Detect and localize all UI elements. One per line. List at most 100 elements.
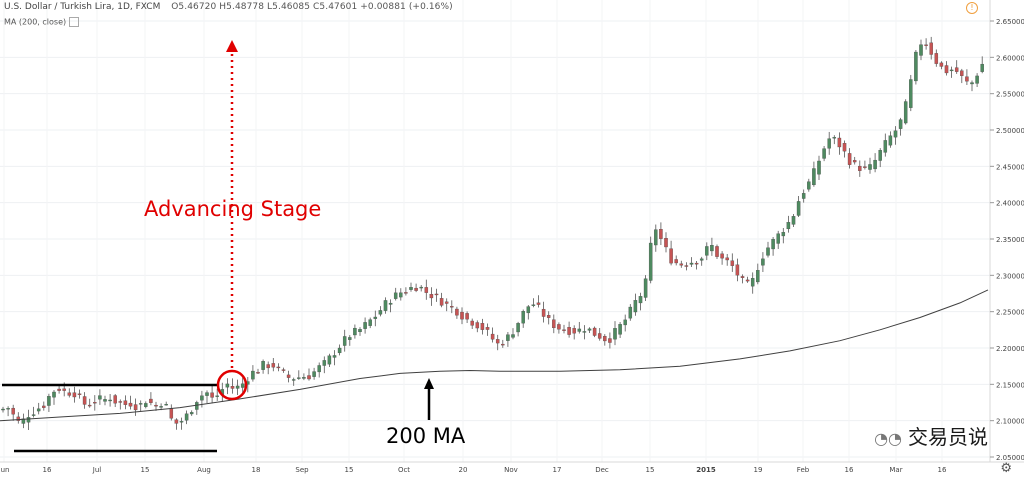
candle-up [36,408,41,412]
indicator-settings-icon[interactable] [69,17,80,27]
candle-down [266,364,270,369]
x-tick-label: 2015 [696,466,716,474]
x-tick-label: 15 [646,466,655,474]
candle-up [526,306,531,314]
time-axis: Jun 16 Jul 15 Aug 18 Sep 15 Oct 20 Nov 17 Dec 15 2015 1… [0,466,947,474]
candle-up [771,239,775,250]
candle-up [215,395,219,397]
candle-down [536,302,541,305]
candle-up [409,287,413,290]
candle-down [128,402,133,407]
candle-down [924,44,928,46]
x-tick-label: 16 [845,466,854,474]
candle-down [460,311,464,320]
candle-up [791,216,796,225]
candle-down [62,388,66,391]
settings-gear-icon[interactable]: ⚙ [1000,461,1012,476]
candle-down [735,264,740,276]
candle-up [205,392,209,396]
candle-down [93,402,97,404]
symbol-title: U.S. Dollar / Turkish Lira, 1D, FXCM [4,2,161,12]
candle-up [817,160,821,175]
candle-up [883,140,888,153]
alert-icon[interactable]: ! [966,2,978,14]
candle-up [164,403,168,406]
candle-up [312,371,316,377]
candle-up [337,347,342,354]
candle-down [837,137,842,148]
candle-up [710,245,714,252]
wechat-icon: ◔◔ [874,429,902,448]
candle-up [807,181,811,190]
candle-down [87,404,92,407]
candle-up [506,334,510,341]
candle-down [480,323,485,330]
y-tick-label: 2.30000 [996,272,1024,280]
candle-up [766,247,770,256]
candle-down [230,386,235,389]
candle-down [210,392,214,398]
x-tick-label: 15 [141,466,150,474]
candle-down [455,308,459,316]
candle-up [909,79,913,108]
candle-down [16,416,21,421]
candle-down [485,327,490,330]
x-tick-label: Aug [197,466,211,474]
candle-down [847,153,852,165]
candle-down [307,375,311,380]
candle-down [123,400,128,405]
candle-down [281,369,286,371]
candle-up [516,323,520,333]
x-tick-label: 19 [754,466,763,474]
candle-down [546,315,551,318]
y-tick-label: 2.10000 [996,418,1024,426]
candle-down [720,253,724,259]
y-tick-label: 2.15000 [996,381,1024,389]
candle-down [11,407,15,415]
candle-down [404,292,408,294]
candle-up [26,417,31,423]
candle-down [694,262,699,265]
candle-up [975,75,979,84]
candle-up [184,413,189,421]
candle-up [358,329,362,333]
candle-up [225,383,230,388]
symbol-header: U.S. Dollar / Turkish Lira, 1D, FXCM O5.… [4,2,453,12]
candle-down [82,396,87,405]
candle-down [863,166,867,168]
candle-down [597,333,602,339]
candle-up [353,327,357,336]
candle-down [450,306,454,308]
candle-down [669,248,673,264]
candle-up [159,406,163,408]
candle-down [149,398,153,403]
candle-up [781,232,786,237]
candle-up [317,365,321,373]
candle-up [750,278,755,287]
candle-down [118,401,123,403]
candle-down [286,374,291,378]
candle-up [812,168,816,186]
x-tick-label: Sep [295,466,309,474]
candle-up [914,51,918,82]
candle-down [664,237,668,248]
candle-up [363,322,367,329]
candle-down [475,322,480,329]
candle-up [618,324,622,335]
candle-up [638,296,643,304]
candle-down [572,328,576,334]
candle-down [567,327,571,335]
candle-up [903,101,908,124]
candle-up [261,361,265,370]
y-tick-label: 2.20000 [996,345,1024,353]
candle-down [592,327,597,336]
indicator-legend[interactable]: MA (200, close) [4,17,80,27]
candle-up [103,399,107,402]
candle-up [949,69,954,72]
candle-up [832,137,837,139]
candle-down [439,298,444,306]
candle-up [47,396,51,406]
candle-down [608,338,612,343]
candle-down [501,343,505,346]
